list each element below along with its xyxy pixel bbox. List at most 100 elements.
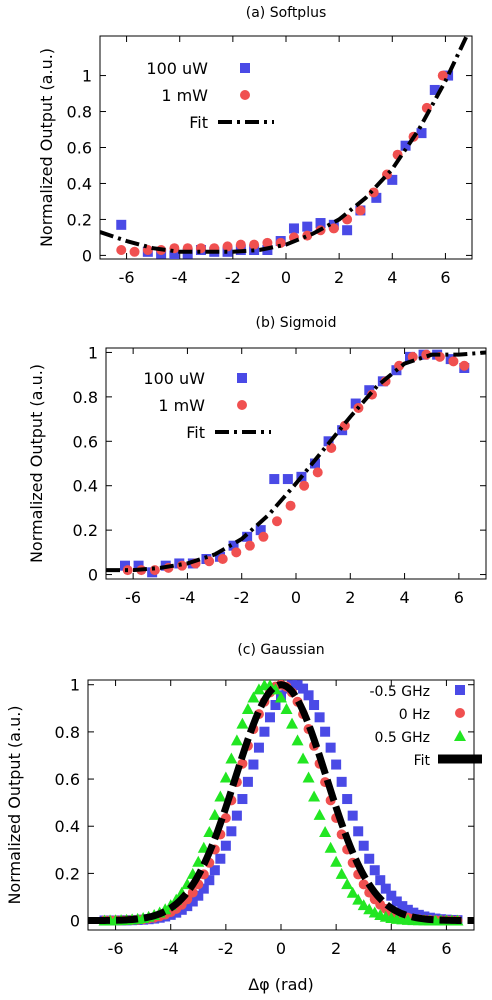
x-tick-label: 0 bbox=[281, 268, 291, 287]
data-point-square bbox=[369, 865, 380, 876]
data-point-square bbox=[342, 225, 353, 236]
x-tick-label: 4 bbox=[399, 588, 409, 607]
legend: 100 uW 1 mW Fit bbox=[146, 59, 274, 132]
plot-area bbox=[106, 349, 486, 578]
data-point-triangle bbox=[247, 691, 260, 703]
data-point-triangle bbox=[308, 790, 321, 802]
data-point-square bbox=[253, 742, 264, 753]
data-point-square bbox=[350, 398, 361, 409]
y-axis-label: Normalized Output (a.u.) bbox=[5, 705, 24, 904]
data-point-triangle bbox=[263, 680, 276, 691]
data-point-square bbox=[176, 904, 187, 915]
data-point-square bbox=[292, 680, 303, 691]
data-point-circle bbox=[217, 554, 228, 565]
data-point-square bbox=[325, 742, 336, 753]
data-point-square bbox=[416, 128, 427, 139]
data-point-square bbox=[336, 776, 347, 787]
chart-panel-1: 100 uW 1 mW Fit bbox=[99, 35, 473, 260]
plot-area bbox=[88, 680, 474, 926]
x-tick-label: -6 bbox=[108, 939, 124, 958]
x-tick-label: -6 bbox=[125, 588, 141, 607]
data-point-square bbox=[310, 458, 320, 469]
y-tick-label: 1 bbox=[70, 676, 80, 695]
x-tick-label: 6 bbox=[441, 939, 451, 958]
data-point-square bbox=[220, 840, 231, 851]
x-tick-label: 2 bbox=[345, 588, 355, 607]
data-point-square bbox=[400, 140, 411, 151]
data-point-square bbox=[337, 425, 348, 436]
data-point-square bbox=[314, 712, 325, 723]
data-point-triangle bbox=[346, 886, 359, 898]
data-point-square bbox=[222, 246, 233, 257]
y-tick-label: 0 bbox=[70, 912, 80, 931]
data-point-triangle bbox=[219, 771, 232, 783]
x-tick-label: 0 bbox=[291, 588, 301, 607]
data-point-square bbox=[302, 221, 313, 232]
legend-label: 100 uW bbox=[143, 369, 205, 388]
data-point-square bbox=[387, 174, 398, 185]
y-tick-label: 0.4 bbox=[55, 817, 80, 836]
legend-swatch bbox=[240, 90, 250, 100]
y-axis-label: Normalized Output (a.u.) bbox=[37, 48, 56, 247]
chart-panel-2: 100 uW 1 mW Fit bbox=[105, 347, 487, 580]
data-point-triangle bbox=[357, 899, 370, 911]
data-point-circle bbox=[231, 547, 242, 558]
fit-curve bbox=[100, 36, 469, 254]
data-point-square bbox=[353, 826, 364, 837]
data-point-square bbox=[215, 853, 226, 864]
data-point-circle bbox=[358, 879, 369, 890]
data-point-square bbox=[187, 896, 198, 907]
data-point-circle bbox=[272, 516, 282, 527]
data-point-square bbox=[429, 84, 440, 95]
data-point-circle bbox=[326, 442, 337, 453]
legend-label: Fit bbox=[189, 113, 208, 132]
legend: -0.5 GHz 0 Hz 0.5 GHz Fit bbox=[370, 684, 482, 769]
data-point-square bbox=[342, 794, 353, 805]
x-tick-label: 2 bbox=[334, 268, 344, 287]
y-tick-label: 1 bbox=[82, 67, 92, 86]
data-point-square bbox=[269, 474, 280, 485]
data-point-circle bbox=[187, 887, 198, 898]
data-point-square bbox=[315, 218, 326, 229]
data-point-triangle bbox=[225, 752, 238, 764]
data-point-circle bbox=[448, 356, 459, 367]
data-point-square bbox=[209, 865, 220, 876]
data-point-square bbox=[391, 896, 402, 907]
x-tick-label: -6 bbox=[119, 268, 135, 287]
data-point-square bbox=[380, 883, 391, 894]
chart-panel-3: -0.5 GHz 0 Hz 0.5 GHz Fit bbox=[87, 679, 482, 931]
data-point-triangle bbox=[302, 771, 315, 783]
data-point-circle bbox=[355, 205, 366, 216]
data-point-triangle bbox=[297, 752, 310, 764]
data-point-square bbox=[255, 525, 266, 536]
data-point-triangle bbox=[286, 717, 299, 729]
y-tick-label: 0 bbox=[88, 566, 98, 585]
data-point-square bbox=[120, 560, 130, 571]
y-tick-label: 0.6 bbox=[67, 139, 92, 158]
x-tick-label: 4 bbox=[387, 268, 397, 287]
data-point-circle bbox=[437, 70, 448, 81]
y-tick-label: 0.2 bbox=[67, 210, 92, 229]
data-point-square bbox=[287, 680, 298, 691]
x-tick-label: 6 bbox=[440, 268, 450, 287]
data-point-triangle bbox=[335, 867, 348, 879]
x-tick-label: -2 bbox=[218, 939, 234, 958]
data-point-square bbox=[231, 810, 242, 821]
legend-swatch bbox=[455, 685, 465, 695]
data-point-circle bbox=[262, 237, 273, 248]
data-point-square bbox=[282, 474, 293, 485]
data-point-circle bbox=[177, 560, 187, 571]
data-point-square bbox=[237, 794, 248, 805]
data-point-square bbox=[303, 690, 314, 701]
data-point-triangle bbox=[330, 855, 343, 867]
legend-swatch bbox=[454, 730, 466, 741]
data-point-square bbox=[371, 192, 382, 203]
data-point-triangle bbox=[252, 683, 265, 695]
y-tick-label: 1 bbox=[88, 343, 98, 362]
data-point-square bbox=[331, 759, 342, 770]
legend-label: 100 uW bbox=[146, 59, 208, 78]
data-point-square bbox=[198, 883, 209, 894]
x-tick-label: 6 bbox=[454, 588, 464, 607]
data-point-triangle bbox=[313, 808, 326, 820]
data-point-square bbox=[182, 901, 193, 912]
